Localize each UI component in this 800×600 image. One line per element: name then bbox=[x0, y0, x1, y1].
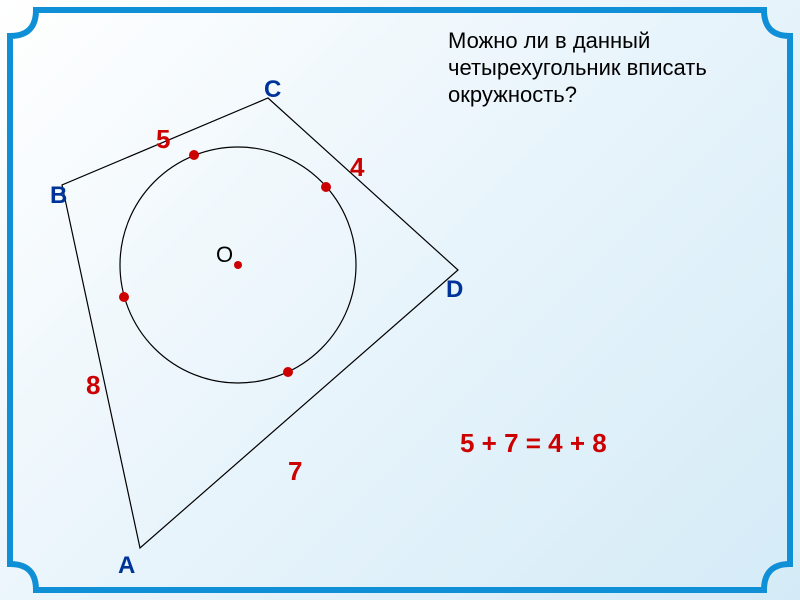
center-dot bbox=[234, 261, 242, 269]
question-text-content: Можно ли в данный четырехугольник вписат… bbox=[448, 28, 707, 107]
question-text: Можно ли в данный четырехугольник вписат… bbox=[448, 28, 770, 108]
side-label-da: 7 bbox=[288, 456, 302, 487]
vertex-label-c: C bbox=[264, 76, 281, 104]
center-label: O bbox=[216, 242, 233, 268]
side-label-bc: 5 bbox=[156, 124, 170, 155]
quadrilateral bbox=[62, 98, 458, 548]
equation-text: 5 + 7 = 4 + 8 bbox=[460, 428, 607, 459]
vertex-label-b: B bbox=[50, 182, 67, 210]
vertex-label-d: D bbox=[446, 276, 463, 304]
side-label-ab: 8 bbox=[86, 370, 100, 401]
side-label-cd: 4 bbox=[350, 152, 364, 183]
vertex-label-a: A bbox=[118, 552, 135, 580]
